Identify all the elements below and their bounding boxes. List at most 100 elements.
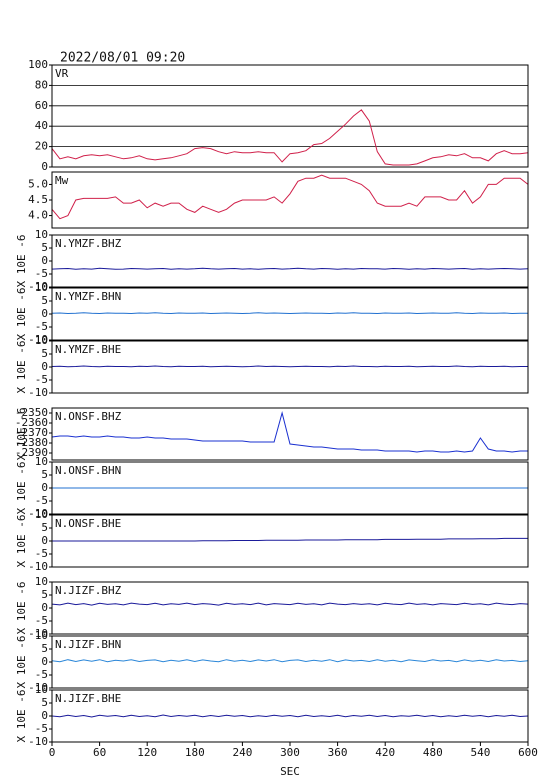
- y-axis-label: X 10E -6: [15, 341, 28, 394]
- data-line: [51, 714, 529, 718]
- y-tick-label: -2360: [15, 416, 48, 429]
- y-tick-label: 5: [41, 294, 48, 307]
- chart-title: 2022/08/01 09:20: [60, 51, 185, 66]
- y-tick-label: 10: [35, 508, 48, 521]
- data-line: [51, 659, 529, 663]
- panel-label: N.YMZF.BHN: [55, 290, 121, 303]
- x-tick-label: 360: [328, 746, 348, 759]
- y-tick-label: 10: [35, 683, 48, 696]
- y-tick-label: -5: [35, 494, 48, 507]
- y-tick-label: -5: [35, 267, 48, 280]
- panel-frame: [51, 407, 529, 461]
- y-tick-label: 10: [35, 228, 48, 241]
- data-line: [51, 365, 528, 368]
- data-line: [51, 602, 529, 606]
- y-tick-label: 10: [35, 629, 48, 642]
- panel-frame: [51, 287, 529, 341]
- y-axis-label: X 10E -6: [15, 288, 28, 341]
- y-tick-label: 5: [41, 468, 48, 481]
- data-line: [51, 312, 528, 315]
- panel-frame: [51, 461, 529, 515]
- y-tick-label: 10: [35, 575, 48, 588]
- y-axis-label: X 10E -6: [15, 515, 28, 568]
- y-tick-label: -10: [28, 681, 48, 694]
- panel-label: N.ONSF.BHN: [55, 464, 121, 477]
- x-tick-label: 420: [375, 746, 395, 759]
- y-tick-label: 5: [41, 588, 48, 601]
- x-tick-label: 300: [280, 746, 300, 759]
- y-tick-label: 0: [41, 534, 48, 547]
- y-tick-label: -10: [28, 560, 48, 573]
- y-tick-label: 0: [41, 160, 48, 173]
- panel-label: VR: [55, 67, 69, 80]
- y-tick-label: 10: [35, 455, 48, 468]
- data-line: [51, 411, 528, 453]
- panel-frame: [51, 635, 529, 689]
- y-tick-label: -10: [28, 507, 48, 520]
- y-tick-label: 5: [41, 347, 48, 360]
- x-tick-label: 480: [423, 746, 443, 759]
- x-tick-label: 60: [93, 746, 106, 759]
- y-tick-label: 20: [35, 140, 48, 153]
- panel-label: N.JIZF.BHE: [55, 692, 121, 705]
- y-tick-label: -2370: [15, 426, 48, 439]
- y-tick-label: -5: [35, 668, 48, 681]
- y-tick-label: 0: [41, 307, 48, 320]
- panel-label: N.YMZF.BHZ: [55, 237, 122, 250]
- y-tick-label: 5: [41, 642, 48, 655]
- y-tick-label: 4.0: [28, 209, 48, 222]
- panel-label: N.YMZF.BHE: [55, 343, 121, 356]
- panel-frame: [51, 340, 529, 394]
- y-tick-label: -5: [35, 320, 48, 333]
- y-tick-label: -10: [28, 386, 48, 399]
- data-line: [52, 537, 528, 542]
- y-tick-label: -5: [35, 614, 48, 627]
- x-tick-label: 0: [49, 746, 56, 759]
- y-tick-label: -5: [35, 722, 48, 735]
- y-tick-label: -5: [35, 547, 48, 560]
- panel-frame: [51, 514, 529, 568]
- y-tick-label: -10: [28, 627, 48, 640]
- y-tick-label: 5: [41, 241, 48, 254]
- y-tick-label: -2380: [15, 436, 48, 449]
- data-line: [51, 109, 529, 166]
- y-axis-label: X 10E -6: [15, 462, 28, 515]
- y-tick-label: 80: [35, 78, 48, 91]
- y-tick-label: 0: [41, 360, 48, 373]
- y-tick-label: 0: [41, 655, 48, 668]
- y-tick-label: -2390: [15, 446, 48, 459]
- x-tick-label: 120: [137, 746, 157, 759]
- y-tick-label: 4.5: [28, 193, 48, 206]
- y-axis-label: X 10E -6: [15, 582, 28, 635]
- panel-label: N.ONSF.BHZ: [55, 410, 122, 423]
- y-tick-label: 0: [41, 709, 48, 722]
- y-axis-label: X 10E -6: [15, 235, 28, 288]
- y-tick-label: -10: [28, 280, 48, 293]
- panel-label: N.ONSF.BHE: [55, 517, 121, 530]
- panel-frame: [51, 171, 529, 229]
- y-tick-label: 40: [35, 119, 48, 132]
- x-tick-label: 180: [185, 746, 205, 759]
- data-line: [51, 267, 529, 270]
- panel-frame: [51, 581, 529, 635]
- y-tick-label: 5: [41, 521, 48, 534]
- y-tick-label: 10: [35, 334, 48, 347]
- y-tick-label: 60: [35, 99, 48, 112]
- y-tick-label: 0: [41, 481, 48, 494]
- y-tick-label: 10: [35, 281, 48, 294]
- x-tick-label: 600: [518, 746, 538, 759]
- y-axis-label: X 10E -6: [15, 636, 28, 689]
- panel-frame: [51, 64, 529, 168]
- y-tick-label: 0: [41, 601, 48, 614]
- y-tick-label: -10: [28, 333, 48, 346]
- y-axis-label: X 10E -6: [15, 408, 28, 461]
- y-tick-label: 5.0: [28, 177, 48, 190]
- y-axis-label: X 10E -6: [15, 690, 28, 743]
- x-axis-label: SEC: [280, 765, 300, 778]
- x-tick-label: 540: [470, 746, 490, 759]
- y-tick-label: 5: [41, 696, 48, 709]
- y-tick-label: -2350: [15, 406, 48, 419]
- panel-frame: [51, 234, 529, 288]
- panel-label: N.JIZF.BHN: [55, 638, 121, 651]
